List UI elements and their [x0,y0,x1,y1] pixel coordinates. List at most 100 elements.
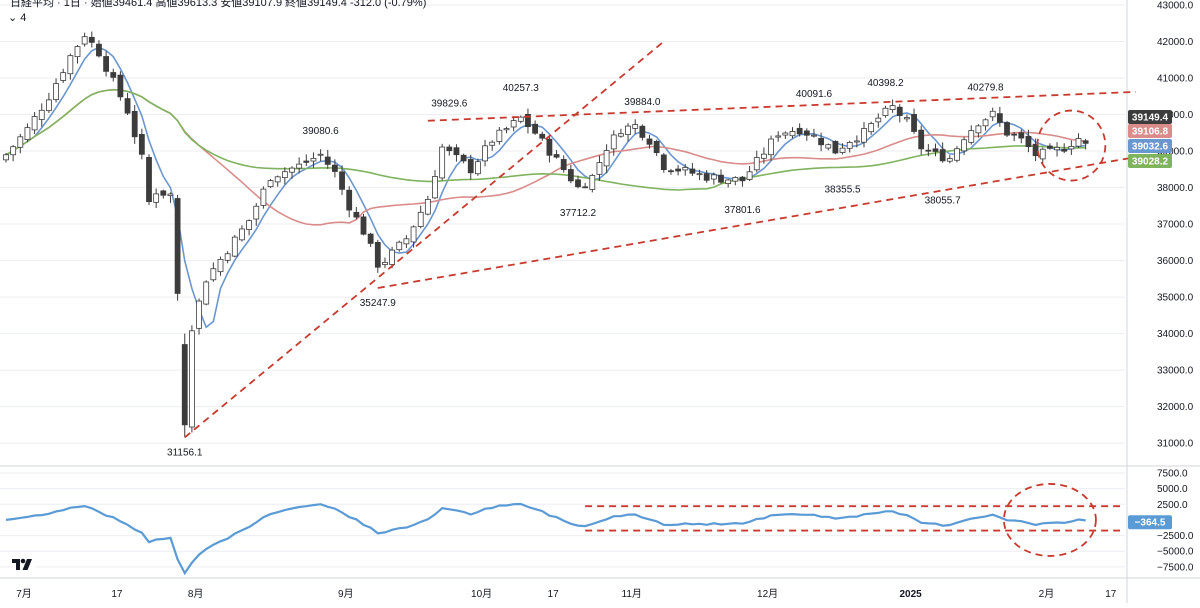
candle-body [1004,122,1010,136]
candle-body [517,116,524,122]
price-annotation: 40398.2 [867,78,904,89]
osc-tick-label: −2500.0 [1157,531,1194,542]
candle-body [281,171,288,179]
price-tick-label: 37000.0 [1157,220,1194,231]
price-annotation: 37712.2 [560,208,597,219]
candle-body [811,134,817,137]
candle-body [761,153,767,159]
candle-body [131,110,138,138]
candle-body [968,130,975,143]
price-tick-label: 39000.0 [1157,147,1194,158]
time-tick-label: 2025 [899,589,922,600]
trendline [184,40,665,439]
candle-body [403,238,410,245]
oscillator-line [5,502,1086,576]
candle-body [38,109,45,120]
current-price-label: 39032.6 [1132,142,1169,153]
candle-body [74,46,81,58]
highlight-circle [1036,109,1107,182]
candle-body [181,344,188,426]
time-tick-label: 11月 [622,588,642,600]
candle-body [360,216,367,235]
candle-body [639,125,646,138]
candle-body [310,157,317,162]
candle-body [796,127,803,135]
candle-body [203,281,210,305]
candle-body [846,142,853,149]
candle-body [875,117,882,123]
ma-long-line [5,88,1086,191]
candle-body [825,144,832,149]
candle-body [1018,132,1025,139]
candle-body [382,262,388,265]
candle-body [153,193,160,203]
candle-body [668,170,674,173]
candle-body [546,138,553,156]
candle-body [803,130,810,136]
candle-body [410,226,417,243]
osc-tick-label: 2500.0 [1157,500,1188,511]
candle-body [575,179,581,188]
candle-body [446,146,453,152]
price-annotation: 39829.6 [431,99,468,110]
candle-body [260,188,267,206]
trendline [377,157,1129,289]
candle-body [460,154,467,162]
candle-body [582,186,589,189]
candle-body [789,131,796,137]
time-tick-label: 9月 [338,588,354,600]
candle-body [532,123,538,134]
candle-body [432,176,438,199]
candle-body [710,174,717,180]
candle-body [296,163,303,169]
candle-body [253,205,260,220]
candle-body [853,140,860,143]
current-price-tag [1128,139,1172,153]
candle-body [124,98,131,114]
candle-body [904,117,910,120]
chevron-down-icon: ⌄ [8,12,18,24]
candle-body [246,220,253,230]
candle-body [768,138,774,156]
candle-body [267,180,274,188]
candle-body [146,157,152,203]
candle-body [946,158,953,162]
time-tick-label: 10月 [471,588,492,600]
osc-tick-label: −7500.0 [1157,562,1194,573]
candle-body [1082,140,1089,144]
candle-body [753,157,760,171]
candle-body [1025,136,1032,148]
candle-body [96,43,102,57]
candle-body [718,174,724,183]
time-tick-label: 2月 [1039,588,1055,600]
candle-body [703,173,710,181]
osc-current-tag [1128,515,1172,530]
candle-body [31,116,38,131]
candle-body [660,154,667,171]
candle-body [553,154,560,158]
candle-body [331,164,338,172]
osc-tick-label: −5000.0 [1157,547,1194,558]
candle-body [696,173,703,176]
osc-current-label: −364.5 [1135,518,1166,529]
candle-body [889,105,896,110]
price-tick-label: 32000.0 [1157,402,1194,413]
candle-body [324,156,331,165]
candle-body [117,74,124,98]
candle-body [861,128,867,143]
candle-body [1068,146,1075,150]
current-price-label: 39149.4 [1132,113,1169,124]
collapse-toggle[interactable]: ⌄ 4 [8,11,26,24]
tradingview-logo [10,553,36,575]
candle-body [925,149,932,152]
price-tick-label: 40000.0 [1157,110,1194,121]
candle-body [1047,145,1053,149]
osc-tick-label: 7500.0 [1157,469,1188,480]
candle-body [274,176,281,183]
candle-body [682,167,689,171]
candle-body [53,83,59,100]
candle-body [954,148,960,161]
candle-body [567,169,574,182]
candle-body [1075,138,1082,147]
